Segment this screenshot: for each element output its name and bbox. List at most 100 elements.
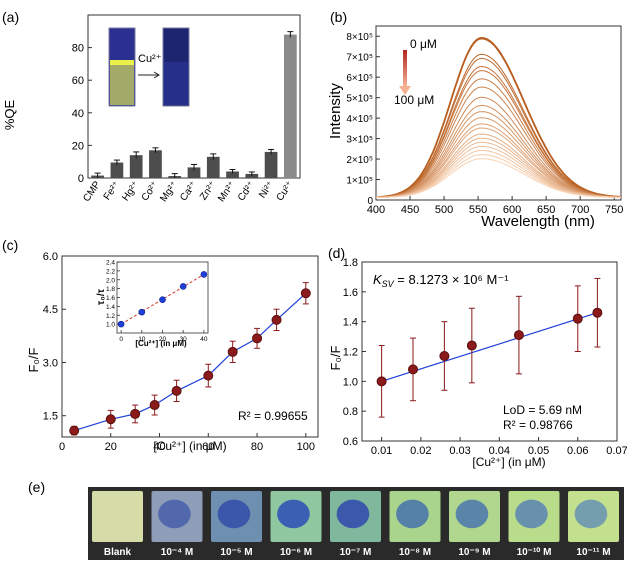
ksv-value: = 8.1273 × 10⁶ M⁻¹ bbox=[394, 272, 510, 287]
inset-xtick-label: 40 bbox=[200, 336, 208, 343]
inset-point bbox=[117, 320, 125, 328]
inset-ytick-label: 1.8 bbox=[106, 286, 115, 293]
sample-label: 10⁻⁵ M bbox=[220, 547, 252, 558]
panel-b-label: (b) bbox=[330, 9, 347, 25]
panel-b-ytick-label: 3×10⁵ bbox=[346, 135, 373, 146]
panel-d-xtick-label: 0.06 bbox=[567, 445, 588, 457]
panel-d-ytick-label: 1.2 bbox=[343, 347, 358, 359]
panel-a-ylabel: %QE bbox=[2, 100, 17, 131]
sample-quench-spot bbox=[336, 499, 370, 529]
panel-c-point bbox=[227, 346, 238, 357]
panel-d-point bbox=[572, 313, 583, 324]
inset-xtick-label: 30 bbox=[180, 336, 188, 343]
panel-d-ytick-label: 1.8 bbox=[343, 257, 358, 269]
panel-a-ion-label: Cu²⁺ bbox=[138, 53, 162, 65]
panel-c-fit-line bbox=[74, 292, 307, 432]
panel-d-ytick-label: 0.8 bbox=[343, 406, 358, 418]
panel-a-ytick-label: 0 bbox=[78, 173, 84, 185]
sample-quench-spot bbox=[158, 499, 191, 529]
inset-ylabel: τ₀/τ bbox=[96, 288, 107, 305]
bar bbox=[129, 155, 143, 178]
panel-c-point bbox=[149, 400, 160, 411]
bar-category-label: CMP bbox=[81, 179, 103, 204]
spectrum-line bbox=[375, 53, 622, 198]
bar-category-label: Fe²⁺ bbox=[102, 179, 123, 202]
bar-category-label: Zn²⁺ bbox=[198, 179, 219, 202]
inset-point bbox=[179, 283, 187, 290]
sample-card bbox=[92, 491, 143, 542]
panel-c-label: (c) bbox=[2, 237, 18, 253]
panel-b-xtick-label: 750 bbox=[605, 204, 623, 216]
inset-ytick-label: 2.2 bbox=[106, 268, 115, 275]
sample-quench-spot bbox=[574, 499, 608, 529]
panel-c-point bbox=[271, 314, 282, 325]
panel-d: (d) F₀/F [Cu²⁺] (in μM) KSV = 8.1273 × 1… bbox=[328, 245, 627, 469]
panel-b-xlabel: Wavelength (nm) bbox=[481, 213, 595, 230]
inset-xtick-label: 20 bbox=[159, 336, 167, 343]
ksv-sub: SV bbox=[382, 279, 395, 289]
panel-d-ytick-label: 0.6 bbox=[343, 436, 358, 448]
sample-quench-spot bbox=[217, 499, 251, 529]
inset-point bbox=[200, 271, 208, 278]
panel-d-ksv: KSV = 8.1273 × 10⁶ M⁻¹ bbox=[373, 272, 509, 289]
inset-xtick-label: 0 bbox=[119, 336, 123, 343]
inset-point bbox=[159, 296, 166, 304]
panel-b-xtick-label: 500 bbox=[435, 204, 453, 216]
panel-d-ytick-label: 1.6 bbox=[343, 287, 358, 299]
panel-b: (b) Intensity Wavelength (nm) 400 450 500 5… bbox=[327, 9, 623, 230]
panel-d-point bbox=[466, 340, 477, 351]
panel-d-xlabel: [Cu²⁺] (in μM) bbox=[472, 455, 545, 469]
bar bbox=[110, 162, 124, 178]
panel-d-point bbox=[408, 364, 418, 375]
sample-label: 10⁻⁶ M bbox=[280, 547, 312, 558]
panel-c-point bbox=[130, 408, 141, 419]
sample-quench-spot bbox=[396, 499, 429, 529]
spectrum-line bbox=[375, 65, 622, 198]
bar-category-label: Mg²⁺ bbox=[158, 179, 180, 204]
panel-a-vial-photo: Cu²⁺ bbox=[108, 27, 190, 107]
panel-d-point bbox=[592, 307, 603, 318]
bar-category-label: Cu²⁺ bbox=[275, 179, 296, 203]
vial-before-fluorescence bbox=[110, 62, 134, 105]
panel-d-point bbox=[376, 376, 387, 387]
panel-b-ytick-label: 6×10⁵ bbox=[346, 73, 373, 84]
legend-top: 0 μM bbox=[410, 37, 437, 51]
panel-d-xtick-label: 0.01 bbox=[371, 445, 392, 457]
spectrum-line bbox=[375, 38, 622, 198]
sample-label: 10⁻¹¹ M bbox=[576, 547, 610, 558]
sample-quench-spot bbox=[455, 499, 489, 529]
sample-label: 10⁻⁷ M bbox=[340, 547, 372, 558]
inset-ytick-label: 2.4 bbox=[106, 260, 115, 267]
panel-c-point bbox=[105, 414, 116, 425]
panel-c-xlabel: [Cu²⁺] (in μM) bbox=[153, 439, 226, 453]
panel-a-ytick-label: 20 bbox=[72, 140, 84, 152]
inset-xlabel: [Cu²⁺] (in μM) bbox=[135, 339, 187, 348]
panel-b-ytick-label: 7×10⁵ bbox=[346, 53, 373, 64]
panel-c-inset: τ₀/τ [Cu²⁺] (in μM) 0 10 20 30 40 1.0 1.2 1.4 1.… bbox=[96, 260, 209, 348]
spectrum-line bbox=[375, 86, 622, 198]
panel-b-xtick-label: 700 bbox=[571, 204, 589, 216]
panel-a-ytick-label: 60 bbox=[72, 75, 84, 87]
panel-b-ytick-label: 4×10⁵ bbox=[346, 114, 373, 125]
panel-d-xtick-label: 0.04 bbox=[489, 445, 510, 457]
panel-c-point bbox=[171, 385, 182, 396]
panel-d-xtick-label: 0.03 bbox=[449, 445, 470, 457]
panel-a-label: (a) bbox=[2, 9, 19, 25]
panel-b-xtick-label: 400 bbox=[367, 204, 385, 216]
panel-c: (c) F₀/F [Cu²⁺] (in μM) R² = 0.99655 0 20… bbox=[2, 237, 319, 453]
panel-c-xtick-label: 80 bbox=[251, 441, 263, 453]
panel-c-xtick-label: 20 bbox=[105, 441, 117, 453]
panel-b-ytick-label: 2×10⁵ bbox=[346, 155, 373, 166]
vial-before-meniscus bbox=[110, 60, 134, 65]
panel-c-xtick-label: 100 bbox=[297, 441, 315, 453]
bar bbox=[187, 167, 201, 178]
inset-fit-line bbox=[120, 273, 205, 325]
panel-b-ytick-label: 0 bbox=[367, 196, 373, 207]
bar-category-label: Co²⁺ bbox=[140, 179, 161, 203]
panel-c-xtick-label: 40 bbox=[153, 441, 165, 453]
bar bbox=[149, 150, 162, 178]
bar bbox=[226, 171, 239, 178]
inset-xtick-label: 10 bbox=[138, 336, 146, 343]
bar-category-label: Cd²⁺ bbox=[236, 179, 257, 203]
